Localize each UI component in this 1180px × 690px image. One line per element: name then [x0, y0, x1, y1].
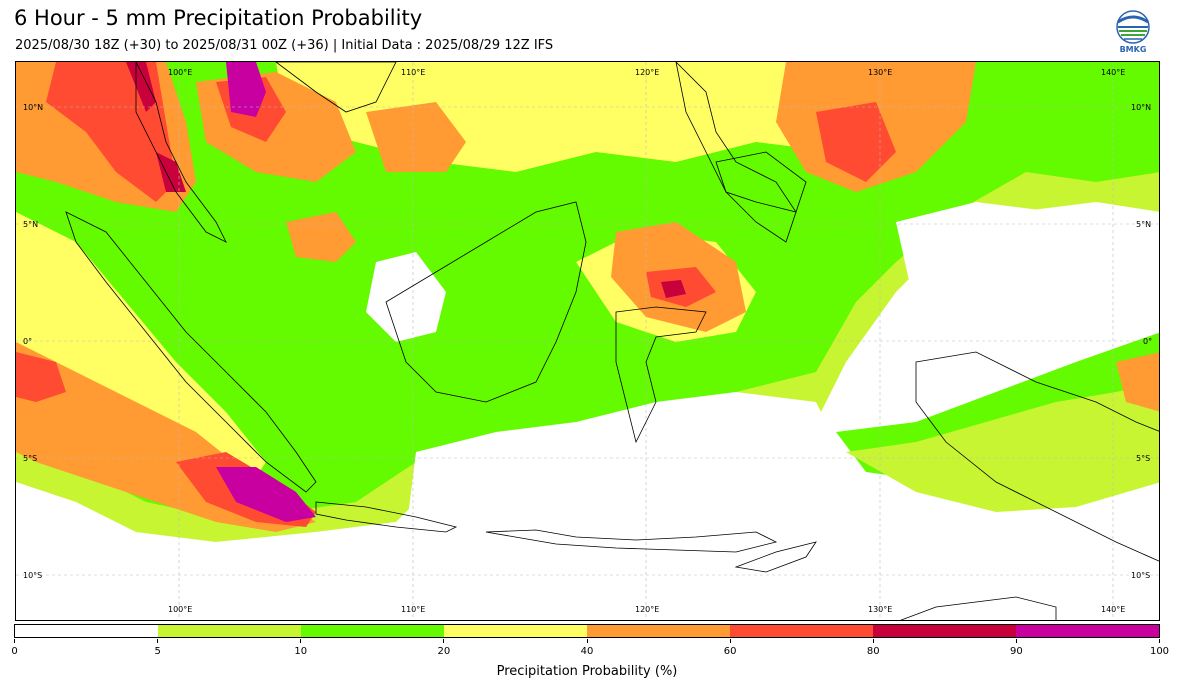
coastline-lesser-sundas [485, 529, 778, 553]
colorbar-tick [443, 639, 445, 643]
precipitation-map: 100°E 110°E 120°E 130°E 140°E 100°E 110°… [15, 61, 1160, 621]
precip-area-crimson-nw [126, 62, 156, 112]
lon-label-130e-bottom: 130°E [868, 605, 893, 614]
colorbar-segment [444, 625, 587, 637]
lat-label-10s-right: 10°S [1131, 571, 1151, 580]
precip-area-orange-papua [1116, 352, 1159, 412]
lat-label-10n-right: 10°N [1131, 103, 1152, 112]
graticule [16, 62, 1159, 620]
precip-area-red-sumatra [16, 352, 66, 402]
colorbar-tick-label: 60 [723, 646, 737, 657]
coastline-malay-peninsula [135, 62, 227, 243]
lon-label-100e-bottom: 100°E [168, 605, 193, 614]
colorbar-tick [1159, 639, 1160, 643]
dry-area-central [396, 392, 916, 620]
lon-label-110e-top: 110°E [401, 68, 426, 77]
colorbar-tick-label: 80 [866, 646, 880, 657]
precip-area-orange-scs2 [366, 102, 466, 172]
map-canvas [16, 62, 1159, 620]
colorbar-tick-label: 20 [437, 646, 451, 657]
colorbar-tick-label: 90 [1010, 646, 1023, 657]
precip-area-crimson-malay [156, 152, 186, 192]
coastline-sulawesi [615, 306, 707, 444]
colorbar-tick [729, 639, 731, 643]
precip-area-crimson-sulawesi [661, 280, 686, 298]
coastline-timor [734, 541, 817, 573]
coastline-borneo [385, 201, 587, 403]
colorbar-tick [157, 639, 159, 643]
colorbar-tick [586, 639, 588, 643]
coastline-mindanao [715, 151, 807, 213]
lat-label-10s-left: 10°S [23, 571, 43, 580]
coastlines [65, 62, 1159, 620]
coastline-indochina [275, 62, 397, 113]
colorbar-segment [1016, 625, 1159, 637]
colorbar-label: Precipitation Probability (%) [496, 664, 678, 679]
colorbar-tick-label: 10 [294, 646, 308, 657]
dry-area-east [896, 202, 1159, 342]
dry-area-southwest [16, 522, 396, 620]
lat-label-0-right: 0° [1143, 337, 1153, 346]
colorbar-segment [15, 625, 158, 637]
lon-label-140e-bottom: 140°E [1101, 605, 1126, 614]
colorbar-tick-label: 5 [154, 646, 161, 657]
colorbar-tick-label: 100 [1149, 646, 1170, 657]
colorbar-tick-label: 0 [11, 646, 18, 657]
lat-label-0-left: 0° [23, 337, 33, 346]
map-title: 6 Hour - 5 mm Precipitation Probability [14, 6, 423, 30]
colorbar-segment [730, 625, 873, 637]
lon-label-100e-top: 100°E [168, 68, 193, 77]
colorbar-segment [587, 625, 730, 637]
coastline-philippines [675, 62, 797, 243]
coastline-new-guinea [915, 351, 1159, 562]
colorbar-segment [873, 625, 1016, 637]
lat-label-5n-left: 5°N [23, 220, 39, 229]
precip-area-magenta-north [226, 62, 266, 117]
lon-label-110e-bottom: 110°E [401, 605, 426, 614]
colorbar-tick [872, 639, 874, 643]
colorbar-tick-label: 40 [580, 646, 594, 657]
colorbar-tick [1015, 639, 1017, 643]
lat-label-10n-left: 10°N [23, 103, 44, 112]
colorbar-tick [14, 639, 15, 643]
coastline-java [315, 501, 458, 533]
colorbar [14, 624, 1160, 638]
svg-text:BMKG: BMKG [1120, 45, 1147, 54]
map-subtitle: 2025/08/30 18Z (+30) to 2025/08/31 00Z (… [15, 38, 554, 53]
lon-label-120e-top: 120°E [635, 68, 660, 77]
lon-label-140e-top: 140°E [1101, 68, 1126, 77]
lat-label-5s-left: 5°S [23, 454, 38, 463]
precip-area-magenta-java [216, 467, 316, 522]
colorbar-segment [158, 625, 301, 637]
precip-area-orange-southchina [286, 212, 356, 262]
colorbar-segment [301, 625, 444, 637]
lon-label-130e-top: 130°E [868, 68, 893, 77]
dry-area-borneo [366, 252, 446, 342]
lat-label-5s-right: 5°S [1136, 454, 1151, 463]
coastline-australia [900, 596, 1057, 620]
lat-label-5n-right: 5°N [1136, 220, 1152, 229]
bmkg-logo: BMKG [1114, 10, 1152, 54]
coastline-sumatra [65, 211, 317, 493]
lon-label-120e-bottom: 120°E [635, 605, 660, 614]
precip-area-red-philippines [816, 102, 896, 182]
precip-area-light-green-east [846, 382, 1159, 512]
colorbar-tick [300, 639, 302, 643]
